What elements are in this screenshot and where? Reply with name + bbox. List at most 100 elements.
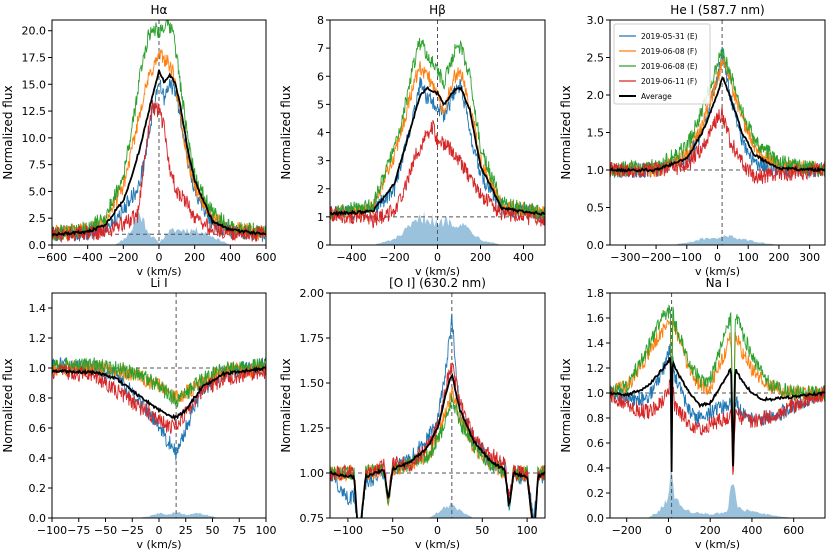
x-axis-label: v (km/s) [415, 265, 460, 278]
y-tick-label: 1.0 [587, 387, 605, 400]
x-tick-label: 100 [256, 524, 277, 537]
x-tick-label: 200 [470, 251, 491, 264]
y-tick-label: 0.2 [29, 482, 47, 495]
x-tick-label: −200 [108, 251, 138, 264]
y-tick-label: 1 [317, 211, 324, 224]
panel-2: −300 −200 −100 0 100 200 300 0.0 0.5 1.0 1.5 2.0 2.5… [559, 3, 826, 278]
y-axis-label: Normalized flux [279, 358, 293, 452]
y-tick-label: 0 [317, 239, 324, 252]
x-tick-label: 50 [206, 524, 220, 537]
histogram-area [330, 211, 545, 245]
x-tick-label: −75 [67, 524, 90, 537]
y-axis-label: Normalized flux [279, 85, 293, 179]
plot-area [52, 20, 266, 245]
panel-title: Hβ [429, 3, 446, 17]
x-tick-label: 200 [700, 524, 721, 537]
x-tick-label: 0 [665, 524, 672, 537]
legend-label: 2019-06-08 (F) [641, 47, 697, 56]
x-tick-label: 0 [714, 251, 721, 264]
x-tick-label: 0 [156, 524, 163, 537]
legend: 2019-05-31 (E) 2019-06-08 (F) 2019-06-08 (… [613, 23, 711, 105]
series-line-2019-06-08-e [330, 394, 545, 518]
panel-0: −600 −400 −200 0 200 400 600 0.0 2.5 5.0 7.5 10.0 12… [1, 3, 277, 278]
y-tick-label: 0.8 [29, 392, 47, 405]
histogram-area [330, 502, 545, 518]
x-tick-label: −600 [37, 251, 67, 264]
y-tick-label: 1.25 [300, 422, 325, 435]
y-tick-label: 0.6 [587, 437, 605, 450]
y-tick-label: 0.0 [29, 239, 47, 252]
plot-area [52, 293, 266, 518]
y-tick-label: 2 [317, 183, 324, 196]
x-tick-label: 50 [475, 524, 489, 537]
y-tick-label: 7.5 [29, 159, 47, 172]
y-tick-label: 1.5 [587, 127, 605, 140]
y-tick-label: 5.0 [29, 185, 47, 198]
y-tick-label: 5 [317, 98, 324, 111]
x-tick-label: −200 [379, 251, 409, 264]
x-tick-label: −25 [121, 524, 144, 537]
y-tick-label: 0.4 [587, 462, 605, 475]
x-tick-label: 400 [513, 251, 534, 264]
panel-1: −400 −200 0 200 400 0 1 2 3 4 5 6 7 8 Hβ v (km/s) Normal… [279, 3, 546, 278]
y-axis-label: Normalized flux [559, 358, 573, 452]
y-tick-label: 15.0 [22, 78, 47, 91]
y-tick-label: 20.0 [22, 25, 47, 38]
histogram-area [52, 512, 266, 518]
x-tick-label: −200 [641, 251, 671, 264]
x-tick-label: 75 [232, 524, 246, 537]
series-line-2019-06-08-f [610, 318, 825, 447]
y-tick-label: 0.6 [29, 422, 47, 435]
x-tick-label: 300 [799, 251, 820, 264]
panel-title: [O I] (630.2 nm) [389, 276, 486, 290]
series-line-2019-06-11-f [52, 100, 266, 244]
panels: −600 −400 −200 0 200 400 6000.02.55.07.510.012… [1, 3, 826, 551]
series-line-2019-05-31-e [330, 313, 545, 518]
x-tick-label: −100 [37, 524, 67, 537]
legend-label: 2019-05-31 (E) [641, 32, 698, 41]
y-tick-label: 1.0 [587, 164, 605, 177]
y-tick-label: 2.00 [300, 287, 325, 300]
plot-area [330, 293, 545, 518]
panel-5: −200 0 200 400 600 0.0 0.2 0.4 0.6 0.8 1.0 1.2 1.4 1.… [559, 276, 826, 551]
x-tick-label: −400 [336, 251, 366, 264]
histogram-area [52, 211, 266, 245]
series-line-average [610, 357, 825, 473]
plot-area [610, 293, 825, 518]
x-axis-label: v (km/s) [136, 265, 181, 278]
x-tick-label: −100 [672, 251, 702, 264]
y-tick-label: 1.2 [29, 332, 47, 345]
y-tick-label: 1.8 [587, 287, 605, 300]
panel-title: Na I [706, 276, 730, 290]
x-tick-label: −300 [610, 251, 640, 264]
x-tick-label: 25 [179, 524, 193, 537]
y-tick-label: 3.0 [587, 14, 605, 27]
series-line-2019-06-08-e [610, 304, 825, 455]
y-tick-label: 0.0 [29, 512, 47, 525]
x-tick-label: −50 [94, 524, 117, 537]
legend-label: 2019-06-08 (E) [641, 62, 698, 71]
y-tick-label: 0.5 [587, 202, 605, 215]
y-tick-label: 1.4 [587, 337, 605, 350]
x-tick-label: −100 [333, 524, 363, 537]
y-tick-label: 3 [317, 155, 324, 168]
series-line-2019-06-11-f [610, 378, 825, 475]
y-tick-label: 4 [317, 127, 324, 140]
x-tick-label: −400 [73, 251, 103, 264]
plot-area [610, 20, 825, 245]
panel-3: −100 −75 −50 −25 0 25 50 75 100 0.0 0.2 0.4 0.6 0.8 1.… [1, 276, 277, 551]
y-tick-label: 1.2 [587, 362, 605, 375]
axes-frame [51, 292, 267, 519]
y-tick-label: 1.0 [29, 362, 47, 375]
x-tick-label: 0 [434, 524, 441, 537]
y-tick-label: 2.0 [587, 89, 605, 102]
y-tick-label: 1.50 [300, 377, 325, 390]
x-tick-label: 400 [220, 251, 241, 264]
y-tick-label: 1.4 [29, 302, 47, 315]
x-tick-label: 400 [741, 524, 762, 537]
y-tick-label: 2.5 [587, 52, 605, 65]
panel-4: −100 −50 0 50 100 0.75 1.00 1.25 1.50 1.75 2.00 [O … [279, 276, 546, 551]
series-line-average [330, 85, 545, 217]
y-tick-label: 6 [317, 70, 324, 83]
